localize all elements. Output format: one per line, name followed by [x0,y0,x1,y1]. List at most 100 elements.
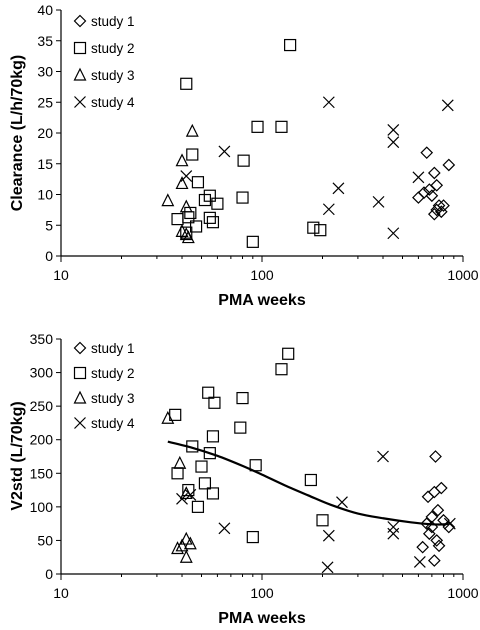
data-point-square [236,391,249,405]
data-point-square [237,154,250,167]
legend-label: study 2 [91,41,135,56]
data-point-square [198,477,212,490]
data-point-diamond [425,510,439,524]
legend-label: study 3 [91,68,135,83]
data-point-x [184,488,197,501]
data-marks-2 [161,347,456,574]
data-point-square [211,197,224,210]
data-point-diamond [427,166,441,180]
legend-label: study 3 [91,391,135,406]
data-point-x [377,450,389,463]
x-tick-label: 10 [53,585,69,601]
data-point-square [180,226,193,239]
y-tick-label: 10 [37,187,53,203]
legend-marker-diamond [73,14,87,28]
y-tick-label: 25 [37,94,53,110]
y-tick-label: 250 [30,398,54,414]
x-ticks-2: 10 100 1000 [53,574,479,601]
data-point-x [332,182,345,195]
data-point-triangle [185,123,199,137]
x-tick-label: 1000 [447,267,478,283]
legend-marker-triangle [73,390,87,404]
data-point-triangle [179,549,193,563]
data-point-square [184,206,197,220]
y-tick-label: 30 [37,64,53,80]
data-point-diamond [416,540,430,554]
y-tick-label: 15 [37,156,53,172]
data-point-x [336,496,348,509]
x-tick-label: 100 [250,585,274,601]
y-axis-label-2: V2std (L/70kg) [9,401,26,510]
data-point-diamond [427,207,441,221]
data-point-x [441,99,454,112]
data-point-diamond [427,485,441,499]
data-point-diamond [422,527,436,541]
data-point-x [180,170,193,182]
data-point-triangle [175,176,189,190]
data-point-triangle [183,536,197,550]
data-point-square [307,221,320,234]
data-point-diamond [430,203,444,217]
data-point-x [387,227,400,240]
data-point-x [413,555,426,568]
y-ticks-1: 0 5 10 15 20 25 30 35 40 [37,2,61,264]
data-point-square [316,514,329,527]
data-point-triangle [173,455,187,469]
data-point-diamond [442,520,456,534]
legend-1: study 1 study 2 study 3 study 4 [73,14,135,110]
data-point-diamond [431,503,445,517]
y-tick-label: 100 [30,499,54,515]
data-point-square [275,363,288,376]
data-point-x [387,124,400,136]
legend-label: study 4 [91,416,135,431]
data-point-square [208,396,221,409]
data-point-triangle [171,541,185,555]
data-point-diamond [429,450,442,463]
data-point-square [246,530,259,544]
data-point-triangle [181,230,195,244]
x-tick-label: 1000 [447,585,478,601]
data-point-square [275,120,288,133]
data-point-x [322,203,335,216]
legend-marker-diamond [73,341,87,355]
data-point-x [218,145,231,158]
data-marks-1 [161,38,456,248]
x-axis-label-2: PMA weeks [218,610,306,627]
y-tick-label: 5 [45,217,53,233]
y-tick-label: 350 [30,331,54,347]
data-point-x [387,136,400,149]
data-point-diamond [427,554,441,567]
data-point-square [206,216,220,229]
fit-curve [167,440,449,526]
data-point-square [246,235,259,248]
data-point-square [206,430,220,443]
data-point-square [282,347,295,360]
data-point-square [198,193,212,207]
data-point-x [387,521,400,533]
data-point-square [234,421,247,434]
data-point-x [443,517,456,530]
data-point-square [191,176,205,189]
data-point-x [387,527,400,540]
data-point-square [189,220,203,233]
data-point-diamond [425,189,439,203]
legend-2: study 1 study 2 study 3 study 4 [73,341,135,431]
data-point-diamond [432,199,446,212]
data-point-square [203,189,216,202]
data-point-triangle [161,410,175,424]
data-point-x [321,561,334,574]
data-point-diamond [425,520,439,534]
data-point-square [304,473,317,487]
y-tick-label: 300 [30,365,54,381]
legend-label: study 2 [91,366,135,381]
data-point-square [171,213,184,226]
data-point-diamond [412,191,425,204]
data-point-square [171,467,184,480]
data-point-square [251,120,264,133]
x-tick-label: 100 [250,267,274,283]
data-point-diamond [434,481,448,495]
legend-marker-square [73,366,87,380]
y-tick-label: 20 [37,125,53,141]
data-point-x [412,171,425,184]
data-point-diamond [430,534,444,547]
